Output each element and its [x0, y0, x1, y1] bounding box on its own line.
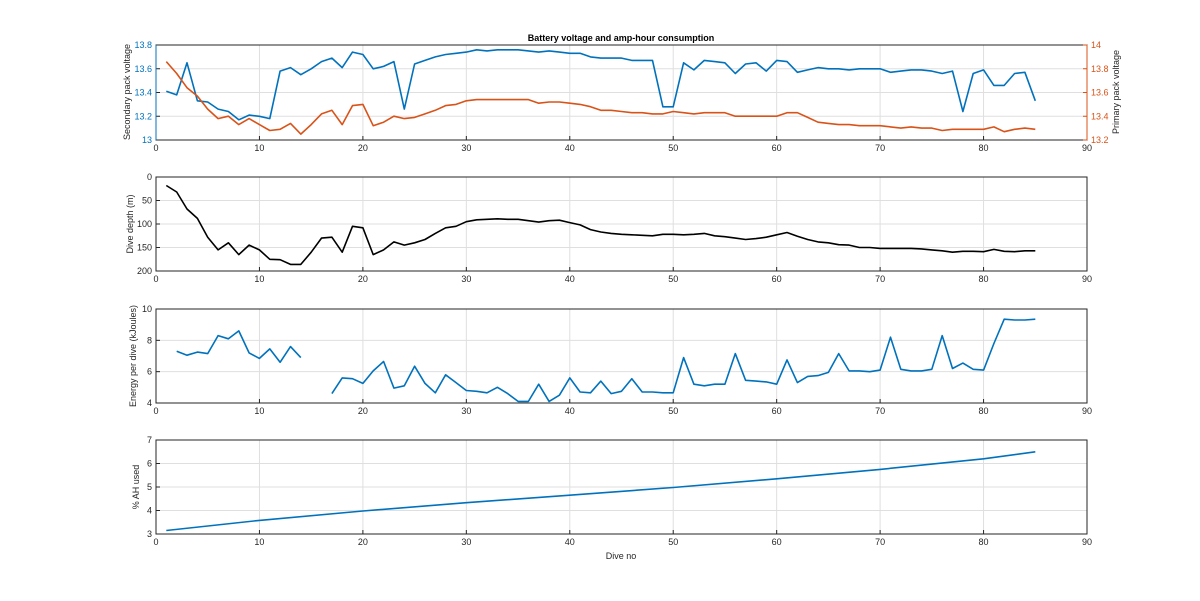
x-axis-label: Dive no: [606, 551, 637, 561]
voltage-x-tick-label: 60: [772, 143, 782, 153]
voltage-y-tick-label: 13.2: [134, 111, 152, 121]
voltage-y-tick-label: 13: [142, 135, 152, 145]
voltage-chart: 0 10 20 30 40 50 60 70 80 90 13 13.2 13.4 13.6 13.8 13.…: [134, 40, 1108, 153]
voltage-y-right-tick-label: 13.6: [1091, 88, 1109, 98]
energy-chart: 0 10 20 30 40 50 60 70 80 90 4 6 8 10: [142, 304, 1092, 416]
ah-x-tick-label: 80: [979, 537, 989, 547]
energy-x-tick-label: 20: [358, 406, 368, 416]
voltage-x-tick-label: 10: [254, 143, 264, 153]
energy-x-tick-label: 10: [254, 406, 264, 416]
voltage-x-tick-label: 0: [153, 143, 158, 153]
energy-x-tick-label: 90: [1082, 406, 1092, 416]
voltage-x-tick-label: 20: [358, 143, 368, 153]
ah-x-tick-label: 40: [565, 537, 575, 547]
depth-x-tick-label: 0: [153, 274, 158, 284]
energy-x-tick-label: 80: [979, 406, 989, 416]
voltage-y-right-tick-label: 13.2: [1091, 135, 1109, 145]
depth-x-tick-label: 30: [461, 274, 471, 284]
depth-y-tick-label: 0: [147, 172, 152, 182]
ah-y-tick-label: 6: [147, 459, 152, 469]
depth-x-tick-label: 40: [565, 274, 575, 284]
ah-series-0-line: [166, 451, 1036, 532]
energy-y-tick-label: 6: [147, 367, 152, 377]
depth-series-0-line: [165, 184, 1036, 266]
energy-series-0-line: [331, 318, 1036, 403]
voltage-y-right-tick-label: 13.4: [1091, 111, 1109, 121]
ah-chart: 0 10 20 30 40 50 60 70 80 90 3 4 5 6 7: [147, 435, 1092, 547]
depth-ylabel: Dive depth (m): [125, 194, 135, 253]
energy-series-0-line: [176, 330, 302, 364]
ah-y-tick-label: 4: [147, 506, 152, 516]
voltage-y-tick-label: 13.8: [134, 40, 152, 50]
ah-x-tick-label: 70: [875, 537, 885, 547]
voltage-x-tick-label: 40: [565, 143, 575, 153]
voltage-y-tick-label: 13.4: [134, 88, 152, 98]
depth-x-tick-label: 20: [358, 274, 368, 284]
energy-ylabel: Energy per dive (kJoules): [128, 305, 138, 407]
voltage-right-ylabel: Primary pack voltage: [1111, 50, 1121, 134]
ah-x-tick-label: 10: [254, 537, 264, 547]
voltage-y-right-tick-label: 14: [1091, 40, 1101, 50]
depth-y-tick-label: 100: [137, 219, 152, 229]
depth-x-tick-label: 10: [254, 274, 264, 284]
voltage-series-0-line: [166, 48, 1037, 121]
depth-x-tick-label: 50: [668, 274, 678, 284]
ah-y-tick-label: 5: [147, 482, 152, 492]
depth-x-tick-label: 70: [875, 274, 885, 284]
ah-x-tick-label: 50: [668, 537, 678, 547]
voltage-x-tick-label: 80: [979, 143, 989, 153]
energy-x-tick-label: 50: [668, 406, 678, 416]
energy-y-tick-label: 10: [142, 304, 152, 314]
energy-y-tick-label: 8: [147, 335, 152, 345]
depth-y-tick-label: 150: [137, 243, 152, 253]
ah-x-tick-label: 0: [153, 537, 158, 547]
depth-x-tick-label: 60: [772, 274, 782, 284]
energy-y-tick-label: 4: [147, 398, 152, 408]
ah-x-tick-label: 20: [358, 537, 368, 547]
ah-ylabel: % AH used: [131, 465, 141, 510]
depth-y-tick-label: 50: [142, 196, 152, 206]
ah-x-tick-label: 60: [772, 537, 782, 547]
voltage-x-tick-label: 90: [1082, 143, 1092, 153]
energy-x-tick-label: 40: [565, 406, 575, 416]
voltage-x-tick-label: 30: [461, 143, 471, 153]
ah-y-tick-label: 3: [147, 529, 152, 539]
voltage-series-1-line: [165, 61, 1036, 135]
voltage-y-right-tick-label: 13.8: [1091, 64, 1109, 74]
voltage-y-tick-label: 13.6: [134, 64, 152, 74]
ah-x-tick-label: 30: [461, 537, 471, 547]
energy-axes-box: [155, 308, 1088, 404]
voltage-x-tick-label: 70: [875, 143, 885, 153]
depth-x-tick-label: 80: [979, 274, 989, 284]
energy-x-tick-label: 60: [772, 406, 782, 416]
energy-x-tick-label: 70: [875, 406, 885, 416]
depth-chart: 0 10 20 30 40 50 60 70 80 90 0 50 100 150 200: [137, 172, 1092, 284]
depth-y-tick-label: 200: [137, 266, 152, 276]
ah-y-tick-label: 7: [147, 435, 152, 445]
depth-x-tick-label: 90: [1082, 274, 1092, 284]
voltage-left-ylabel: Secondary pack voltage: [122, 44, 132, 140]
figure-title: Battery voltage and amp-hour consumption: [528, 33, 715, 43]
energy-x-tick-label: 30: [461, 406, 471, 416]
ah-x-tick-label: 90: [1082, 537, 1092, 547]
energy-x-tick-label: 0: [153, 406, 158, 416]
voltage-x-tick-label: 50: [668, 143, 678, 153]
